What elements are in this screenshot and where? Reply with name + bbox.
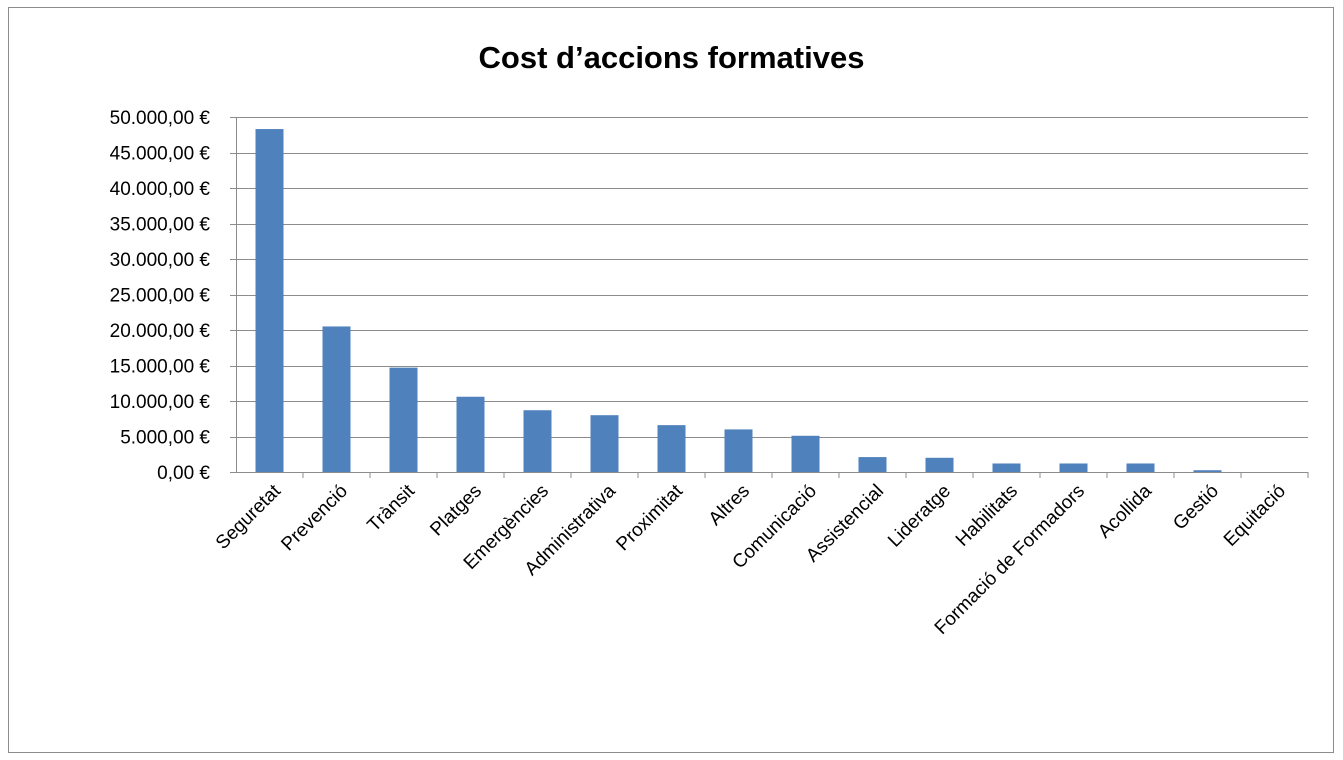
x-tick-label: Altres [705,481,754,530]
x-tick-label: Proximitat [612,480,687,555]
y-tick-label: 25.000,00 € [110,286,211,307]
bar [724,429,753,472]
x-tick-label: Equitació [1220,481,1290,551]
y-tick-label: 35.000,00 € [110,215,211,236]
y-tick-label: 15.000,00 € [110,357,211,378]
x-tick-label: Platges [426,481,486,541]
chart-frame [8,7,1334,753]
x-tick-label: Trànsit [364,480,420,536]
bar [255,129,284,472]
bar [1059,463,1088,472]
x-tick-label: Prevenció [277,481,352,556]
bar [456,396,485,472]
bar [791,435,820,472]
bars [255,129,1222,472]
bar [657,425,686,472]
bar [1193,470,1222,472]
x-tick-label: Gestió [1169,481,1223,535]
y-tick-label: 50.000,00 € [110,108,211,129]
x-tick-label: Acollida [1094,480,1156,542]
chart-title: Cost d’accions formatives [478,40,865,75]
gridlines [236,117,1308,438]
bar [322,326,351,472]
x-tick-label: Lideratge [884,481,955,552]
bar [992,463,1021,472]
y-tick-label: 40.000,00 € [110,179,211,200]
bar [1126,463,1155,472]
y-tick-label: 45.000,00 € [110,144,211,165]
bar [389,367,418,472]
bar [523,410,552,472]
bar [858,457,887,472]
y-tick-labels: 0,00 € 5.000,00 € 10.000,00 € 15.000,00 € 20… [110,108,211,484]
y-tick-label: 20.000,00 € [110,321,211,342]
y-tick-label: 0,00 € [157,463,210,484]
y-tick-label: 5.000,00 € [120,428,210,449]
bar [590,415,619,472]
y-tick-label: 10.000,00 € [110,392,211,413]
bar [925,457,954,472]
y-tick-label: 30.000,00 € [110,250,211,271]
x-tick-label: Habilitats [952,481,1022,551]
x-tick-label: Seguretat [212,480,286,554]
axes [230,117,1309,478]
